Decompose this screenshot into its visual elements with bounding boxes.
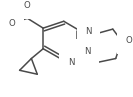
Text: O: O <box>8 19 15 28</box>
Text: O: O <box>23 1 30 10</box>
Text: N: N <box>85 27 92 36</box>
Text: N: N <box>84 47 90 56</box>
Text: O: O <box>126 36 132 45</box>
Text: N: N <box>68 58 74 67</box>
